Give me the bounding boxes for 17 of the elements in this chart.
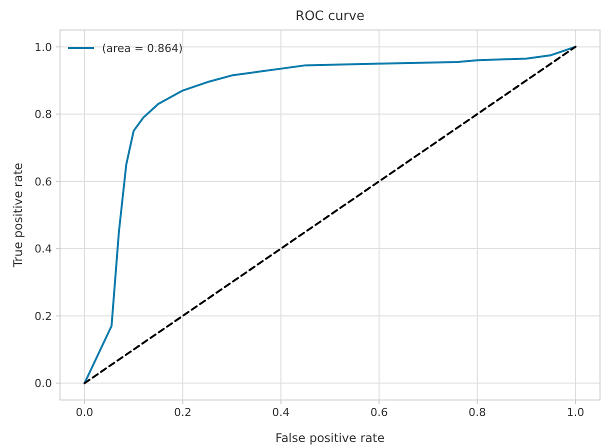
y-axis-title: True positive rate: [11, 162, 25, 268]
x-tick-label: 0.6: [370, 406, 388, 419]
x-axis-title: False positive rate: [275, 431, 385, 445]
x-tick-label: 0.2: [174, 406, 192, 419]
y-tick-label: 1.0: [34, 40, 52, 54]
chart-title: ROC curve: [296, 9, 364, 24]
y-tick-label: 0.0: [34, 377, 52, 390]
x-tick-label: 0.4: [272, 406, 290, 419]
y-tick-label: 0.4: [34, 242, 52, 256]
x-tick-label: 1.0: [566, 406, 584, 419]
x-tick-label: 0.0: [76, 406, 94, 419]
y-tick-label: 0.8: [34, 108, 52, 122]
legend-label: (area = 0.864): [102, 42, 183, 55]
y-tick-label: 0.6: [34, 175, 52, 188]
y-tick-label: 0.2: [34, 310, 52, 323]
line-series: [84, 46, 576, 384]
x-tick-label: 0.8: [468, 406, 486, 419]
